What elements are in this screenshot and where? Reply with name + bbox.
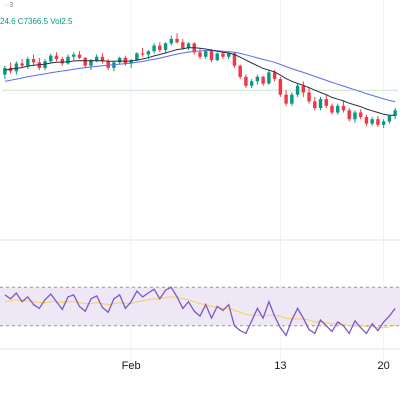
candle-body [387,115,392,122]
candle-body [169,38,174,44]
candle-body [181,42,185,48]
candle-body [66,56,70,64]
candle-body [226,53,231,57]
candle-body [358,112,363,117]
x-tick-label: 20 [378,360,390,372]
candle-body [244,76,248,86]
ma-slow-line [4,50,396,103]
candle-body [20,63,24,66]
ma-fast-line [4,47,396,116]
candle-body [204,51,208,57]
candle-body [324,99,328,106]
candle-body [198,52,202,57]
candle-body [341,105,346,111]
candle-body [336,105,340,113]
candle-body [77,54,82,58]
candle-body [106,61,110,68]
candle-body [152,45,156,52]
candle-body [163,43,168,51]
candle-body [112,62,116,68]
candle-body [83,57,87,66]
rsi-band-fill [0,287,400,326]
candle-body [49,55,53,62]
candle-body [278,79,283,95]
candle-body [72,54,76,57]
legend-top-fragment: · 3 [5,2,14,9]
candle-body [8,67,13,72]
candle-body [272,72,277,80]
candle-body [129,60,133,64]
candle-body [186,43,191,48]
candle-body [330,105,334,113]
candle-body [60,59,64,64]
candle-body [301,85,306,93]
candle-body [261,76,265,84]
candle-body [295,85,300,95]
x-tick-label: 13 [274,360,286,372]
candle-body [94,56,99,61]
candle-body [26,59,30,66]
candle-body [221,53,225,57]
candle-body [232,53,237,66]
candle-body [318,99,323,109]
candle-body [393,110,397,116]
candle-body [14,63,19,72]
candle-body [123,57,128,64]
candle-body [54,55,59,59]
candle-body [140,53,145,55]
candle-body [347,110,351,120]
time-axis-labels: Feb 13 20 [122,360,390,372]
candle-body [3,67,7,75]
candle-body [89,60,93,66]
candle-body [267,72,271,84]
candles-group [3,33,397,129]
candle-body [209,51,214,61]
candle-body [255,76,260,82]
candle-body [215,53,219,61]
candle-body [175,38,179,43]
candle-body [370,119,374,124]
rsi-ma-line [4,296,396,329]
candle-body [146,51,151,55]
candle-body [100,56,105,62]
candle-body [135,53,139,61]
candle-body [313,101,317,109]
candle-body [307,92,311,102]
x-tick-label: Feb [122,360,141,372]
legend-ohlc: 24.6 C7366.5 Vol2.5 [0,17,73,26]
candle-body [158,45,162,51]
candle-body [353,112,357,120]
candle-body [117,57,122,63]
candle-body [31,59,36,63]
candle-body [364,117,369,124]
candle-body [238,65,242,77]
rsi-line [4,286,396,337]
candle-body [290,94,294,104]
candle-body [284,94,288,104]
candle-body [249,81,254,86]
candle-body [376,119,380,125]
candle-body [381,121,386,125]
